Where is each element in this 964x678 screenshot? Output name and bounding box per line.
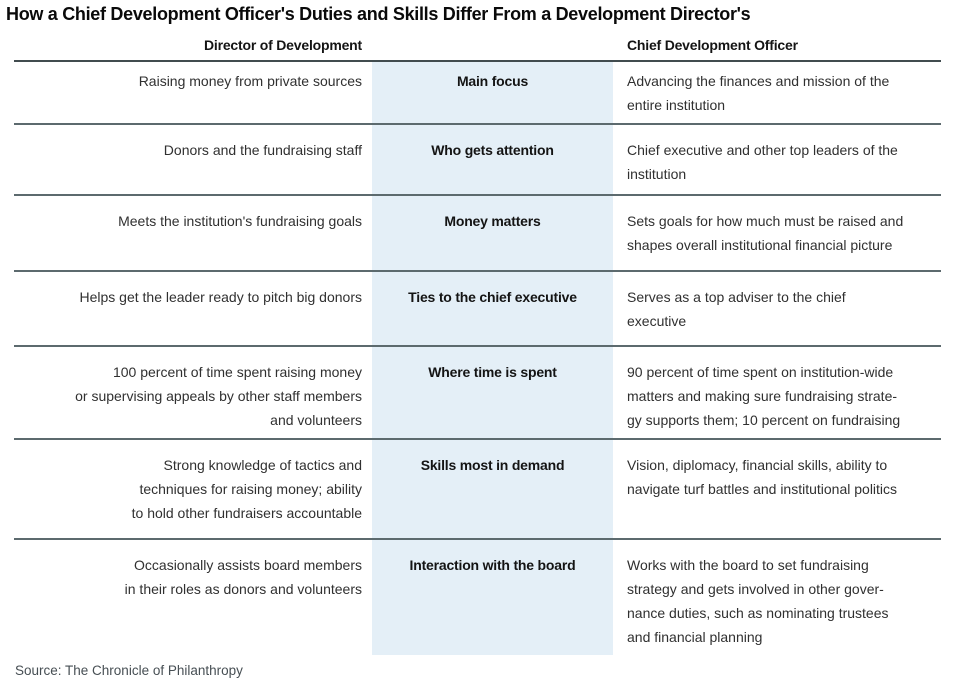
comparison-table: Director of Development Chief Developmen… — [14, 33, 941, 655]
director-cell: Strong knowledge of tactics and techniqu… — [131, 457, 362, 521]
category-cell: Where time is spent — [372, 347, 613, 438]
table-row: Raising money from private sources Main … — [14, 62, 941, 123]
source-note: Source: The Chronicle of Philanthropy — [15, 663, 243, 678]
table-row: 100 percent of time spent raising money … — [14, 345, 941, 438]
category-cell: Money matters — [372, 196, 613, 270]
column-header-director: Director of Development — [204, 37, 362, 53]
category-cell: Interaction with the board — [372, 540, 613, 655]
director-cell: Helps get the leader ready to pitch big … — [79, 289, 362, 305]
cdo-cell: Vision, diplomacy, financial skills, abi… — [627, 457, 898, 497]
cdo-cell: Works with the board to set fundraising … — [627, 557, 889, 645]
table-row: Meets the institution's fundraising goal… — [14, 194, 941, 270]
cdo-cell: Sets goals for how much must be raised a… — [627, 213, 904, 253]
director-cell: Meets the institution's fundraising goal… — [118, 213, 362, 229]
director-cell: 100 percent of time spent raising money … — [75, 364, 362, 428]
table-header-row: Director of Development Chief Developmen… — [14, 33, 941, 62]
director-cell: Raising money from private sources — [138, 73, 362, 89]
column-header-category-spacer — [372, 33, 613, 60]
table-row: Donors and the fundraising staff Who get… — [14, 123, 941, 194]
cdo-cell: Chief executive and other top leaders of… — [627, 142, 898, 182]
table-row: Occasionally assists board members in th… — [14, 538, 941, 655]
page-title: How a Chief Development Officer's Duties… — [6, 4, 751, 24]
cdo-cell: Serves as a top adviser to the chief exe… — [627, 289, 846, 329]
table-row: Helps get the leader ready to pitch big … — [14, 270, 941, 345]
category-cell: Who gets attention — [372, 125, 613, 194]
column-header-cdo: Chief Development Officer — [627, 37, 798, 53]
table-row: Strong knowledge of tactics and techniqu… — [14, 438, 941, 538]
category-cell: Main focus — [372, 62, 613, 123]
category-cell: Skills most in demand — [372, 440, 613, 538]
director-cell: Donors and the fundraising staff — [163, 142, 362, 158]
category-cell: Ties to the chief executive — [372, 272, 613, 345]
cdo-cell: 90 percent of time spent on institution-… — [627, 364, 901, 428]
cdo-cell: Advancing the finances and mission of th… — [627, 73, 890, 113]
director-cell: Occasionally assists board members in th… — [124, 557, 362, 597]
